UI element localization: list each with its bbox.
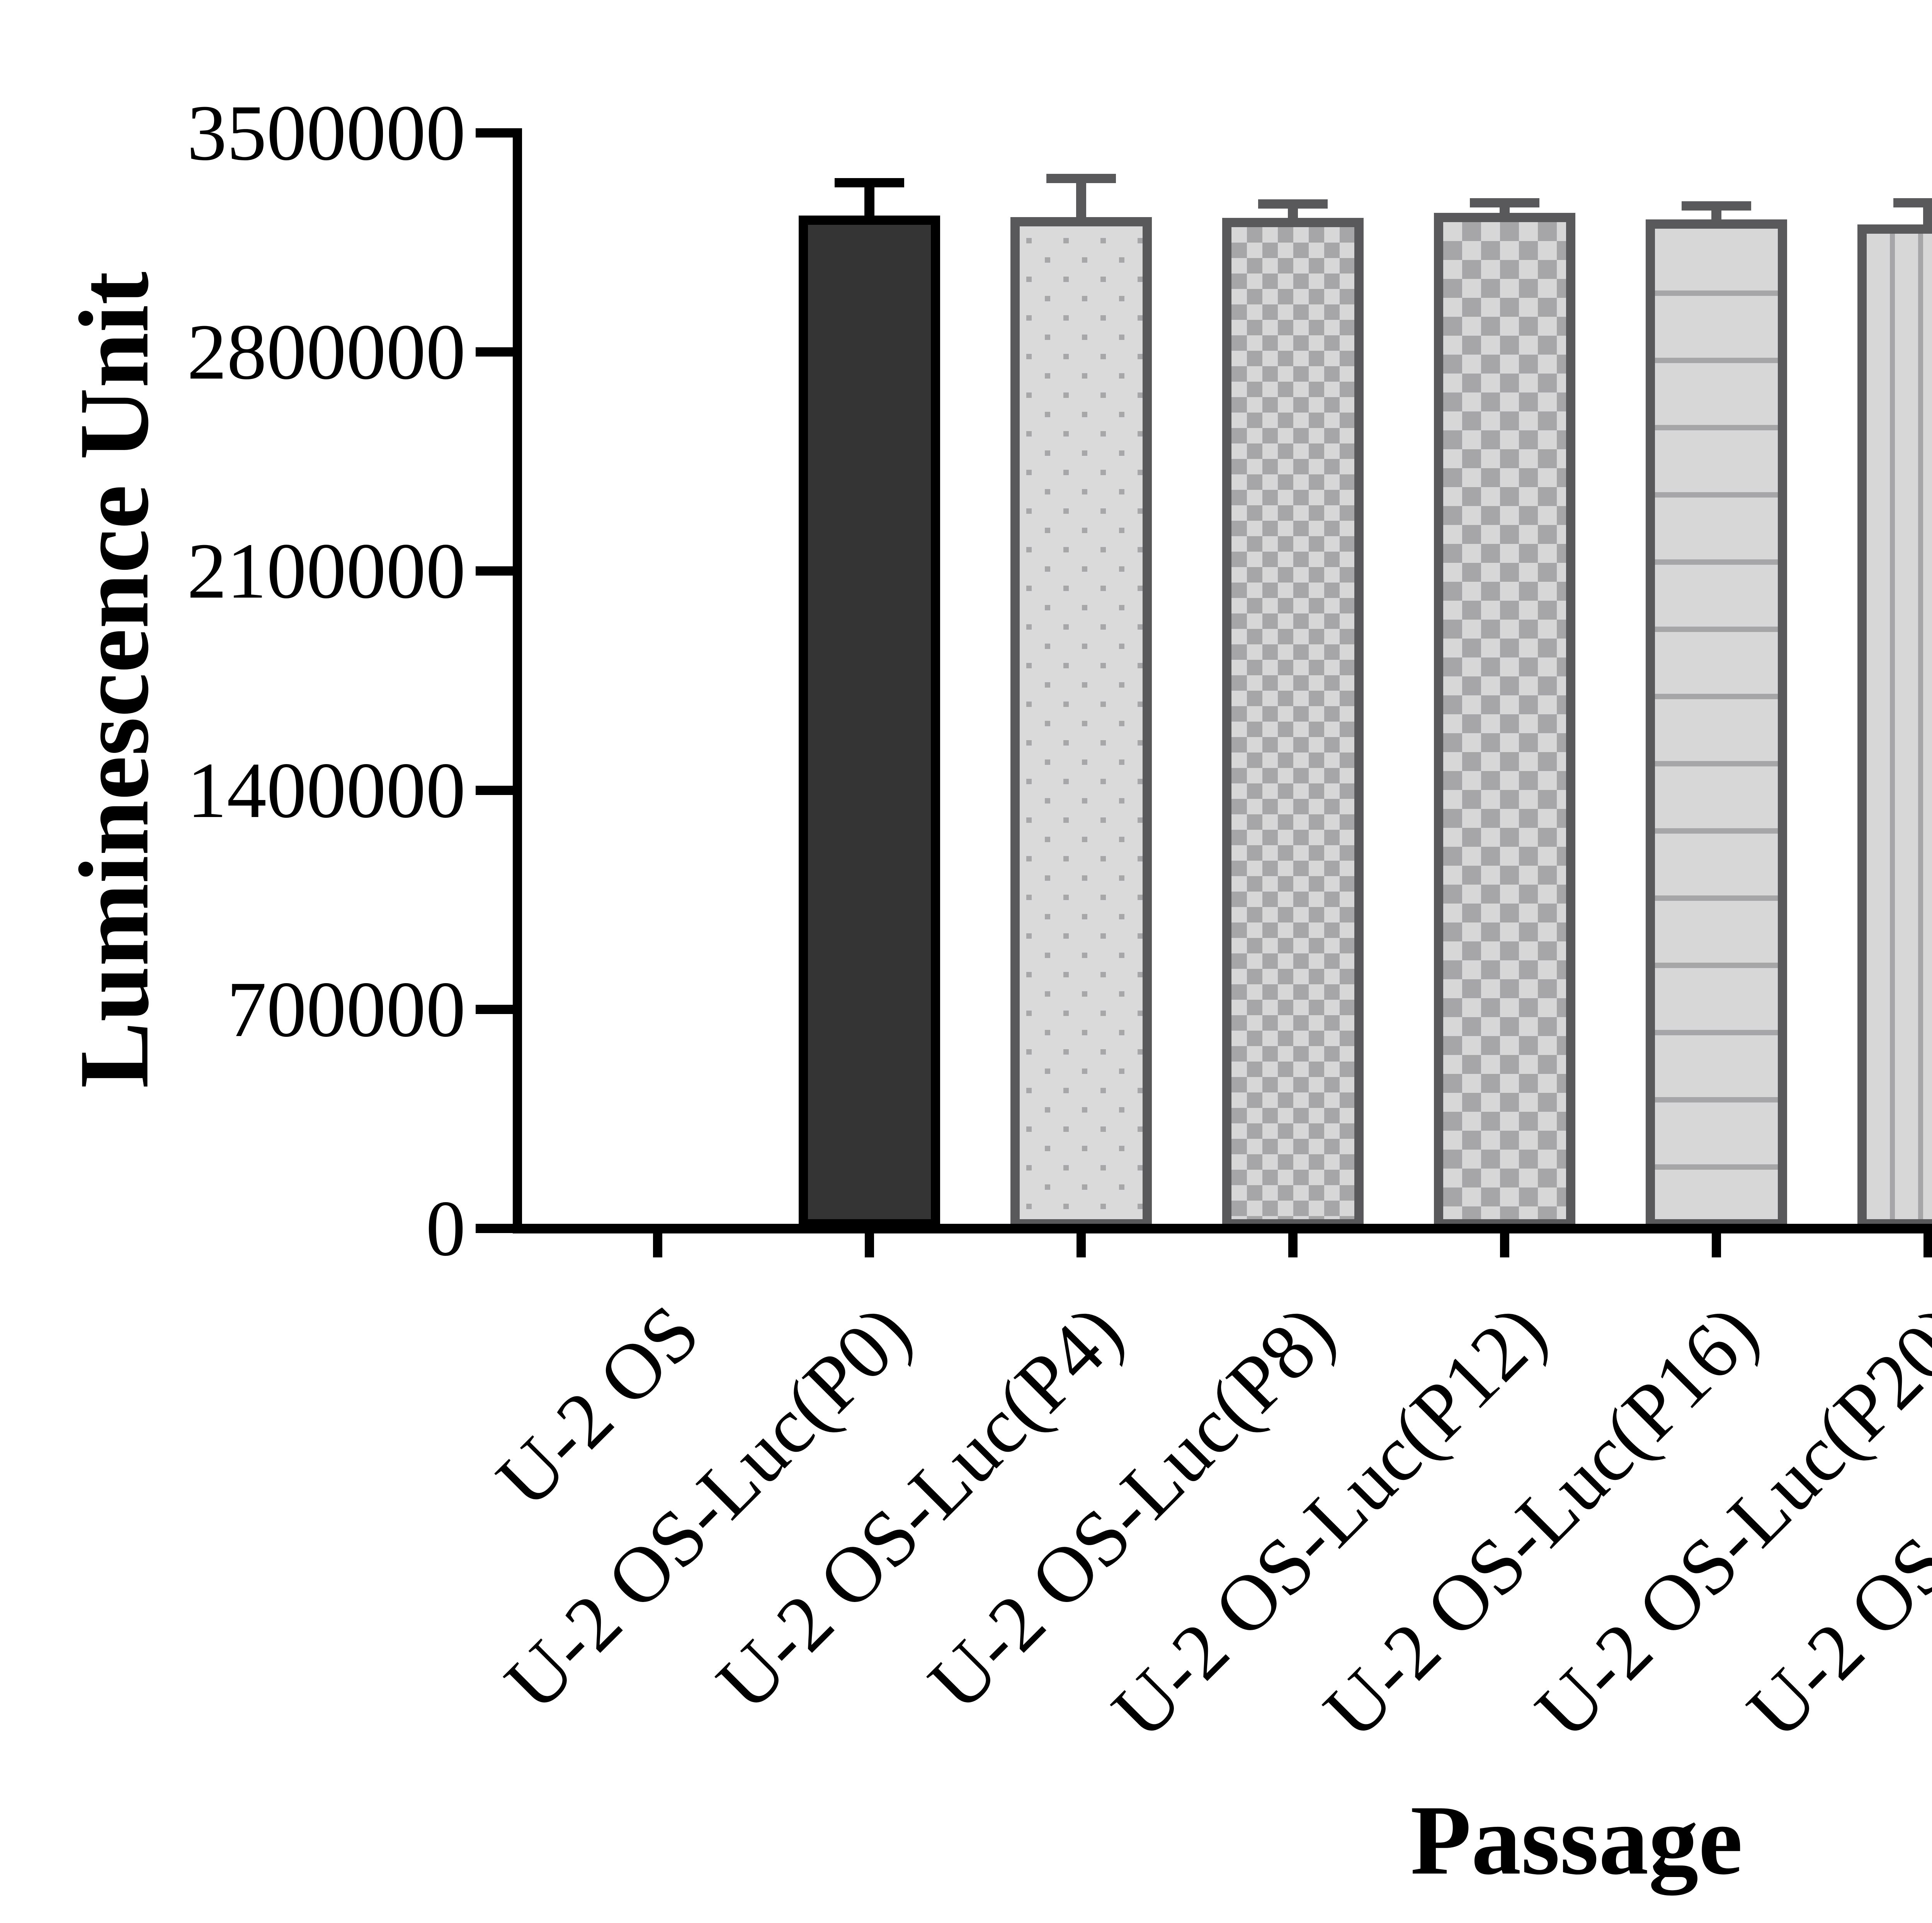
x-tick [1923,1233,1932,1257]
y-tick-label: 1400000 [187,746,466,834]
y-tick [476,566,513,576]
y-tick-label: 2800000 [187,307,466,396]
x-tick [1500,1233,1509,1257]
error-bar-cap [1470,198,1539,207]
y-tick [476,1224,513,1233]
bar [1010,217,1152,1228]
y-tick [476,128,513,138]
x-axis-title: Passage [1410,1785,1743,1895]
error-bar-cap [1682,201,1751,211]
x-tick [1077,1233,1086,1257]
error-bar-cap [1046,174,1116,183]
x-tick [1712,1233,1721,1257]
y-tick [476,786,513,795]
bar [1434,213,1575,1228]
error-bar-cap [1258,199,1328,209]
y-tick [476,1005,513,1014]
y-tick-label: 700000 [227,965,466,1053]
error-bar-cap [835,178,904,187]
x-tick [865,1233,874,1257]
y-tick-label: 2100000 [187,527,466,615]
error-bar-cap [1893,198,1932,207]
y-tick-label: 3500000 [187,88,466,177]
y-axis-title: Luminescence Unit [58,271,169,1089]
x-axis-line [513,1224,1932,1233]
bar [1857,224,1932,1228]
y-tick [476,347,513,357]
bar [799,216,940,1228]
bar [1646,219,1787,1228]
x-tick [653,1233,662,1257]
bar [1222,218,1364,1228]
y-tick-label: 0 [426,1184,466,1272]
x-tick [1288,1233,1298,1257]
y-axis-line [513,128,522,1233]
